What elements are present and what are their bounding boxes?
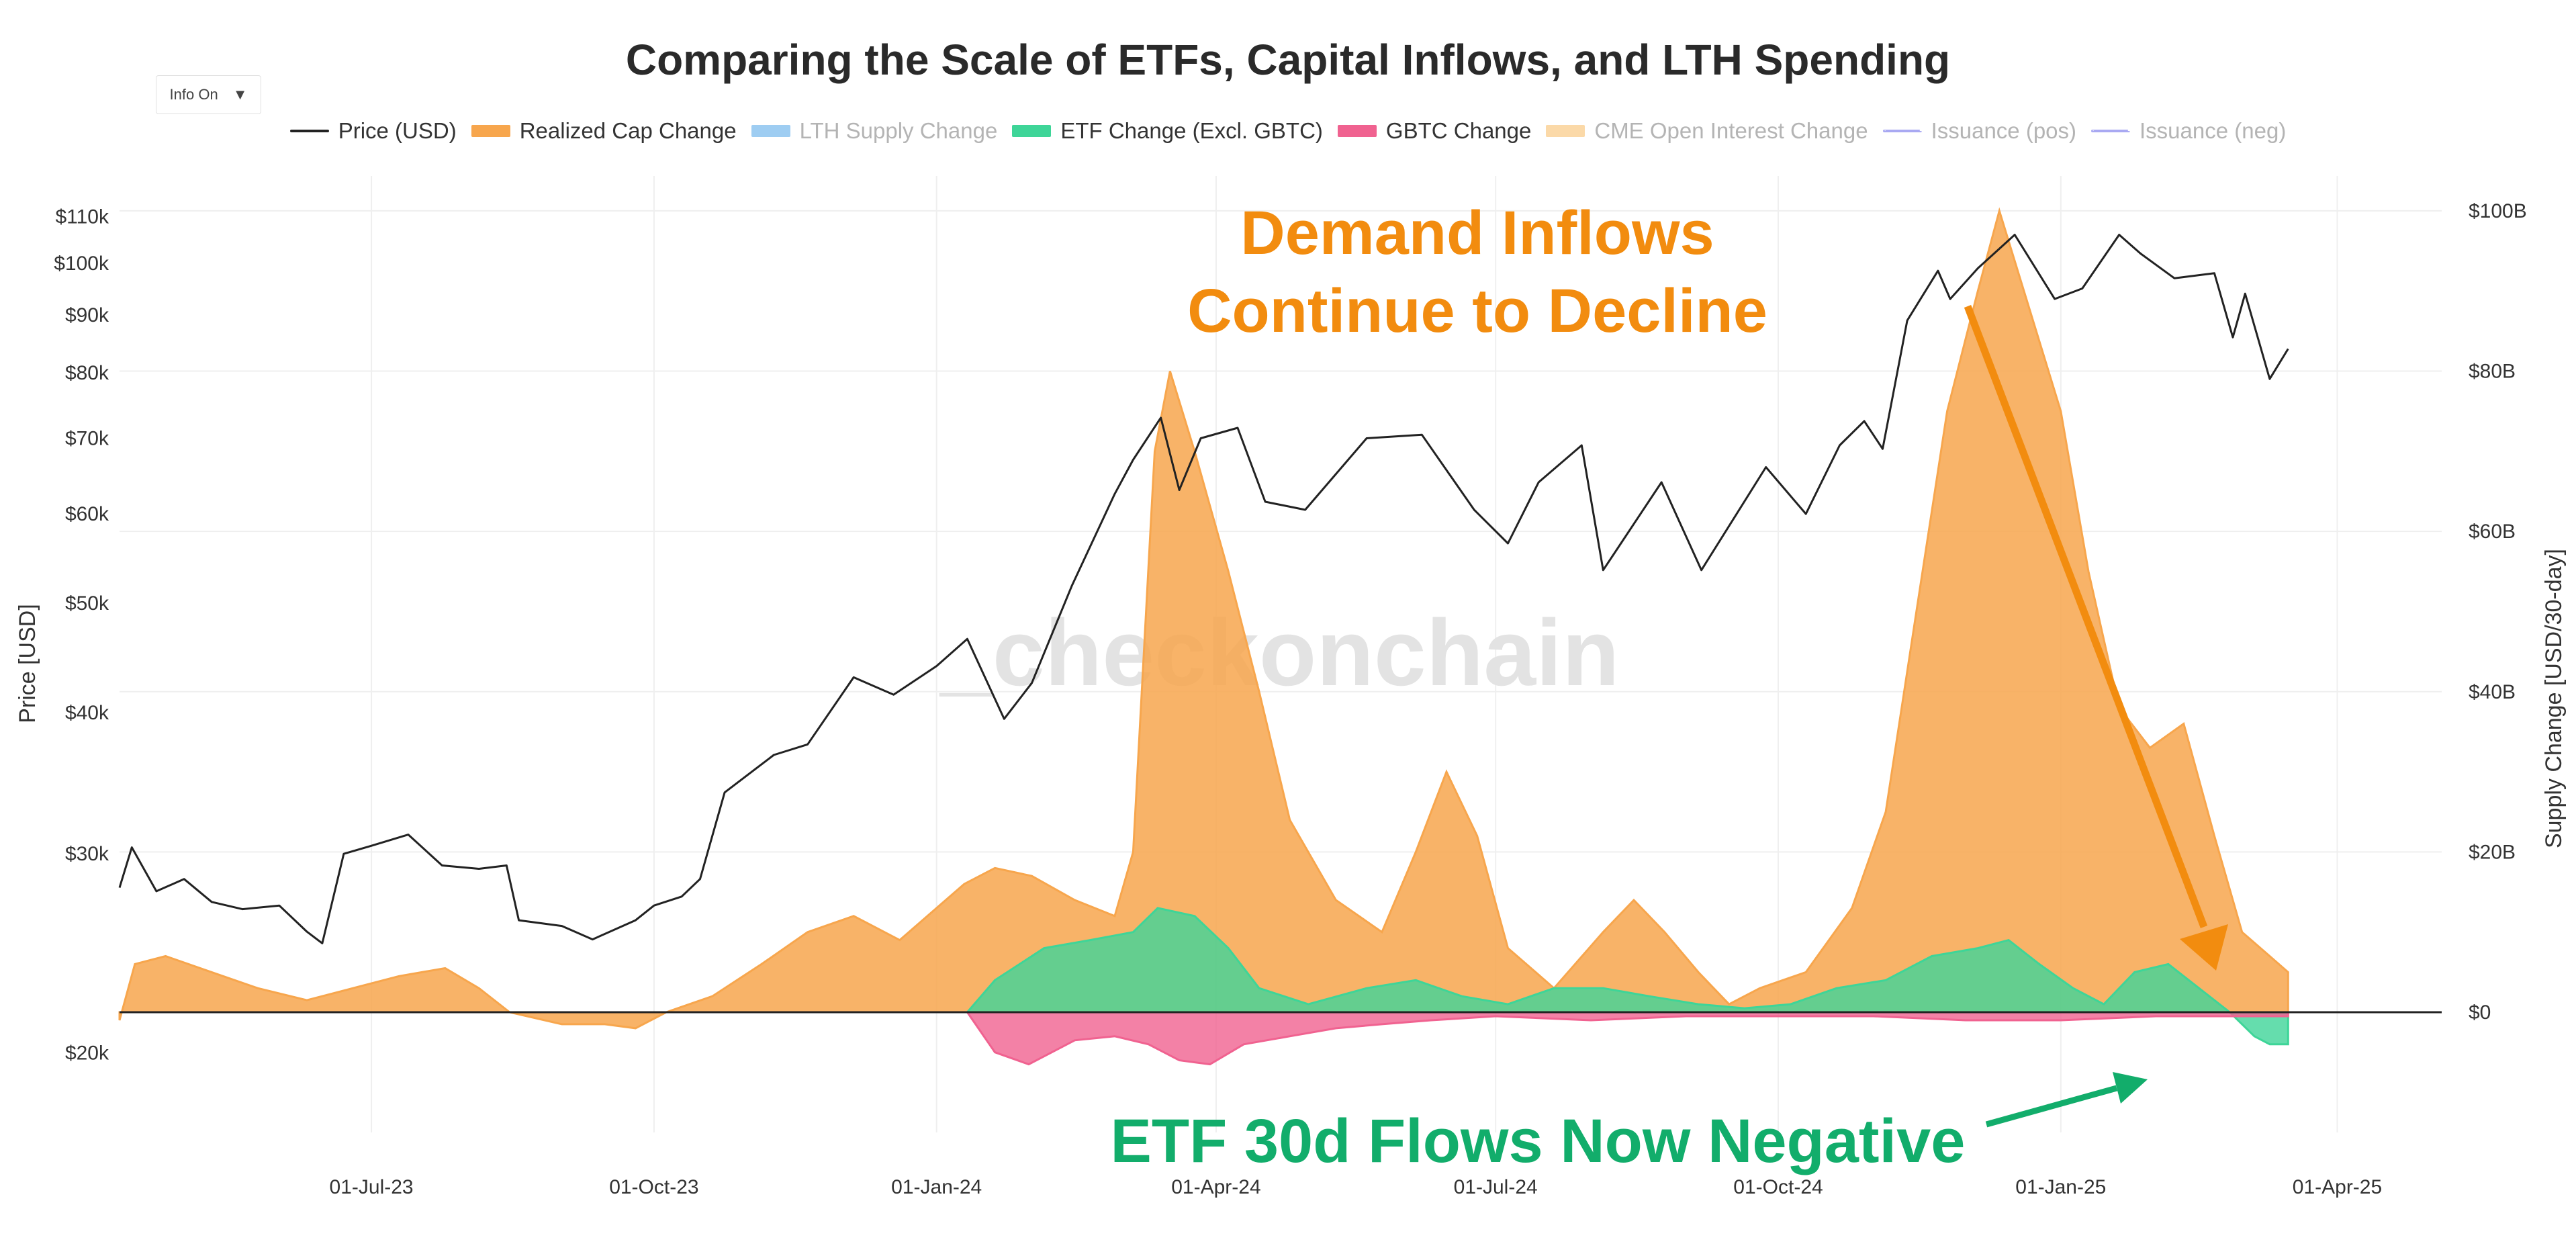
y-right-tick-label: $100B xyxy=(2469,200,2527,222)
x-tick-label: 01-Jan-25 xyxy=(2015,1176,2106,1198)
legend-label: Issuance (neg) xyxy=(2140,118,2287,143)
annotation-demand-inflows: Demand Inflows xyxy=(1240,199,1714,267)
series-price-usd xyxy=(118,234,2289,944)
legend-label: LTH Supply Change xyxy=(799,118,998,143)
legend-swatch xyxy=(1012,125,1052,137)
y-left-tick-label: $30k xyxy=(65,843,109,865)
legend-label: Issuance (pos) xyxy=(1931,118,2077,143)
x-tick-label: 01-Jul-23 xyxy=(330,1176,414,1198)
y-left-tick-label: $60k xyxy=(65,503,109,525)
annotation-arrowhead-green xyxy=(2113,1072,2148,1104)
chevron-down-icon: ▼ xyxy=(232,86,248,103)
x-tick-label: 01-Jul-24 xyxy=(1454,1176,1538,1198)
legend-swatch xyxy=(1546,125,1585,137)
annotation-arrow-orange xyxy=(1964,305,2208,928)
y-right-tick-label: $20B xyxy=(2469,841,2516,863)
y-right-tick-label: $60B xyxy=(2469,521,2516,543)
legend-item-cme-open-interest-change[interactable]: CME Open Interest Change xyxy=(1546,118,1868,144)
legend-item-realized-cap-change[interactable]: Realized Cap Change xyxy=(471,118,737,144)
series-etf-change-excl-gbtc xyxy=(966,907,2289,1046)
y-left-tick-label: $90k xyxy=(65,304,109,326)
legend-label: GBTC Change xyxy=(1385,118,1532,143)
x-tick-label: 01-Apr-25 xyxy=(2293,1176,2382,1198)
x-tick-label: 01-Jan-24 xyxy=(891,1176,982,1198)
y-right-tick-label: $0 xyxy=(2469,1001,2491,1024)
annotation-arrowhead-orange xyxy=(2180,924,2228,971)
series-realized-cap-change xyxy=(118,207,2289,1030)
legend-item-lth-supply-change[interactable]: LTH Supply Change xyxy=(751,118,998,144)
legend-swatch xyxy=(1882,130,1922,132)
y-left-tick-label: $40k xyxy=(65,702,109,724)
legend-label: Realized Cap Change xyxy=(519,118,737,143)
y-left-tick-label: $50k xyxy=(65,592,109,615)
info-toggle-button[interactable]: Info On ▼ xyxy=(156,75,261,114)
legend-label: CME Open Interest Change xyxy=(1594,118,1868,143)
y-left-tick-label: $110k xyxy=(55,206,109,228)
watermark: _checkonchain xyxy=(939,600,1620,705)
annotation-arrow-green xyxy=(1985,1085,2118,1128)
legend-label: Price (USD) xyxy=(338,118,457,143)
x-tick-label: 01-Oct-23 xyxy=(609,1176,698,1198)
chart-title: Comparing the Scale of ETFs, Capital Inf… xyxy=(625,36,1951,84)
y-right-axis-title: Supply Change [USD/30-day] xyxy=(2541,549,2567,848)
legend-item-issuance-pos[interactable]: Issuance (pos) xyxy=(1882,118,2077,144)
y-left-axis-title: Price [USD] xyxy=(15,604,40,723)
x-tick-label: 01-Oct-24 xyxy=(1733,1176,1823,1198)
legend-swatch xyxy=(2091,130,2131,132)
annotation-etf-flows-negative: ETF 30d Flows Now Negative xyxy=(1111,1107,1966,1175)
legend-swatch xyxy=(751,125,790,137)
legend-item-issuance-neg[interactable]: Issuance (neg) xyxy=(2091,118,2286,144)
y-right-tick-label: $40B xyxy=(2469,681,2516,703)
legend-label: ETF Change (Excl. GBTC) xyxy=(1060,118,1323,143)
annotation-continue-to-decline: Continue to Decline xyxy=(1187,277,1767,345)
y-left-tick-label: $100k xyxy=(54,253,109,275)
y-right-tick-label: $80B xyxy=(2469,360,2516,382)
legend-swatch xyxy=(1337,125,1377,137)
x-tick-label: 01-Apr-24 xyxy=(1171,1176,1260,1198)
legend: Price (USD) Realized Cap Change LTH Supply… xyxy=(0,118,2576,144)
legend-item-etf-change-excl-gbtc[interactable]: ETF Change (Excl. GBTC) xyxy=(1012,118,1323,144)
info-toggle-label: Info On xyxy=(169,86,218,103)
legend-swatch xyxy=(289,130,329,132)
legend-item-gbtc-change[interactable]: GBTC Change xyxy=(1337,118,1532,144)
y-left-tick-label: $80k xyxy=(65,362,109,384)
legend-swatch xyxy=(471,125,510,137)
series-gbtc-change xyxy=(966,1011,2289,1066)
y-left-tick-label: $70k xyxy=(65,428,109,450)
legend-item-price-usd[interactable]: Price (USD) xyxy=(289,118,457,144)
y-left-tick-label: $20k xyxy=(65,1042,109,1064)
